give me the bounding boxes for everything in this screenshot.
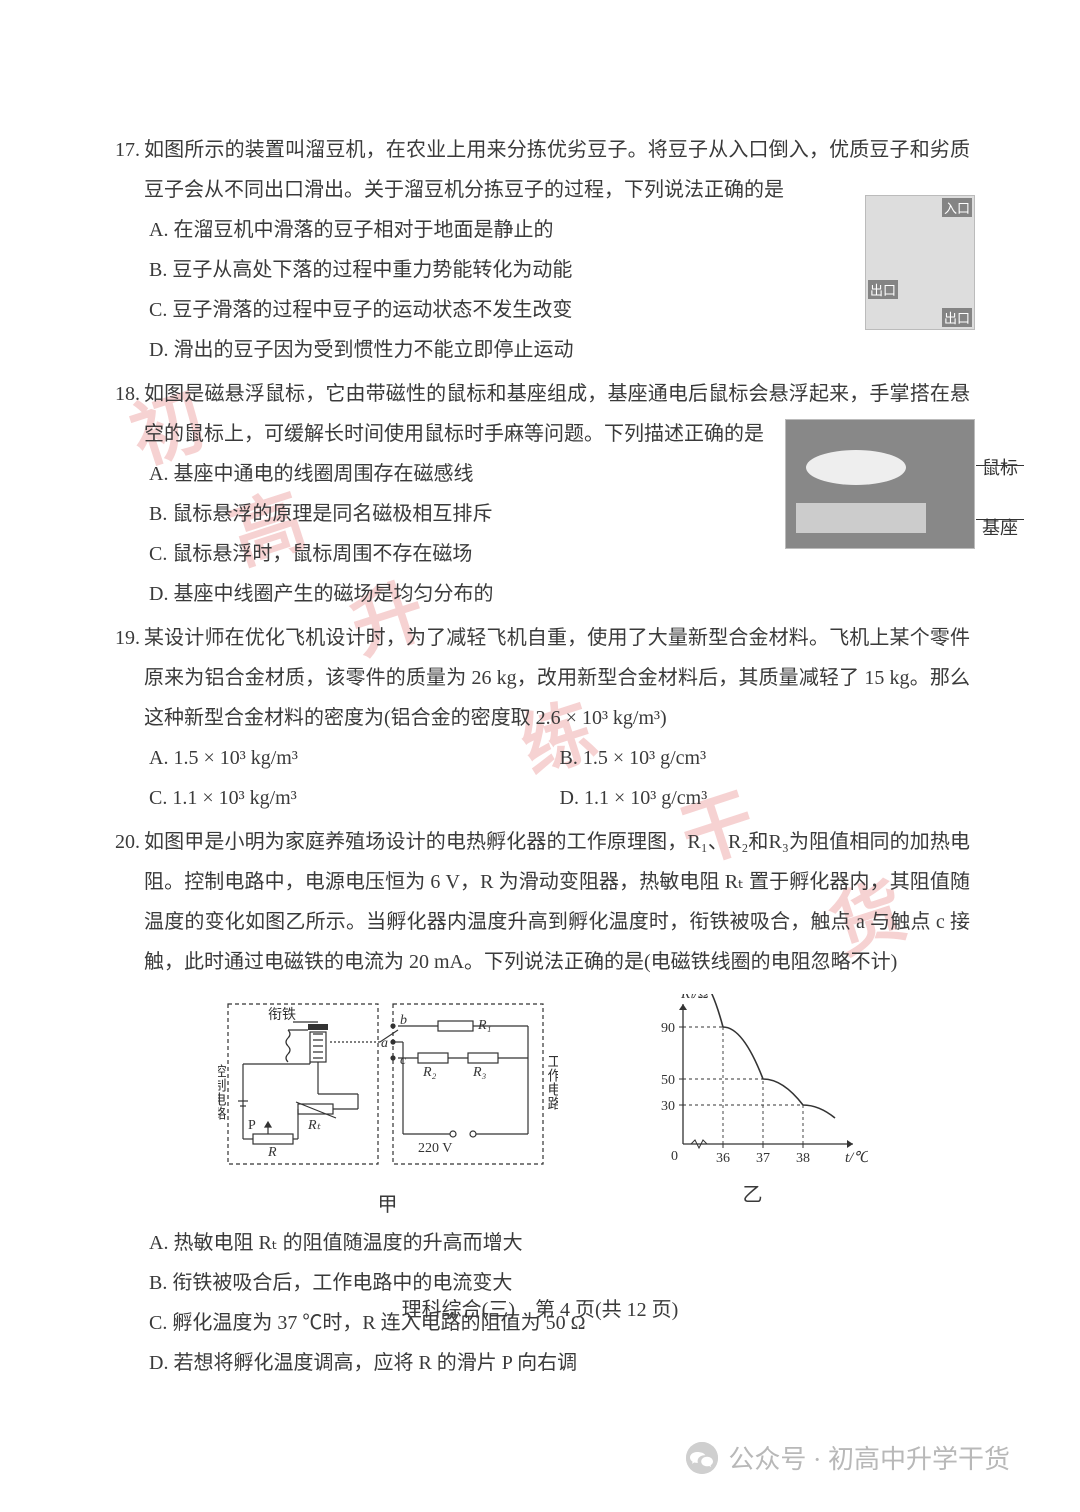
q19-option-a: A. 1.5 × 10³ kg/m³	[149, 738, 560, 778]
svg-text:工作电路: 工作电路	[545, 1054, 558, 1110]
q20-graph: 30 50 90 36 37 38 Rₜ/Ω t/℃ 0	[638, 994, 868, 1174]
q17-label-out1: 出口	[868, 280, 898, 299]
question-18: 18. 如图是磁悬浮鼠标，它由带磁性的鼠标和基座组成，基座通电后鼠标会悬浮起来，…	[115, 374, 970, 614]
q20-diagrams: 控制电路 工作电路 衔铁	[115, 994, 970, 1217]
exam-page: 初 高 升 练 干 货 17. 如图所示的装置叫溜豆机，在农业上用来分拣优劣豆子…	[0, 0, 1080, 1512]
q19-options: A. 1.5 × 10³ kg/m³ B. 1.5 × 10³ g/cm³ C.…	[115, 738, 970, 818]
q17-option-c: C. 豆子滑落的过程中豆子的运动状态不发生改变	[149, 290, 970, 330]
q19-option-d: D. 1.1 × 10³ g/cm³	[560, 778, 971, 818]
q19-option-c: C. 1.1 × 10³ kg/m³	[149, 778, 560, 818]
q17-stem: 如图所示的装置叫溜豆机，在农业上用来分拣优劣豆子。将豆子从入口倒入，优质豆子和劣…	[144, 130, 970, 210]
q17-option-b: B. 豆子从高处下落的过程中重力势能转化为动能	[149, 250, 970, 290]
svg-text:a: a	[381, 1036, 388, 1051]
wechat-icon	[686, 1442, 718, 1474]
q20-circuit-diagram: 控制电路 工作电路 衔铁	[218, 994, 558, 1184]
q19-option-b: B. 1.5 × 10³ g/cm³	[560, 738, 971, 778]
q17-option-d: D. 滑出的豆子因为受到惯性力不能立即停止运动	[149, 330, 970, 370]
svg-text:50: 50	[661, 1073, 675, 1088]
q19-stem: 某设计师在优化飞机设计时，为了减轻飞机自重，使用了大量新型合金材料。飞机上某个零…	[144, 618, 970, 738]
q20-circuit-caption: 甲	[218, 1188, 558, 1217]
q19-number: 19.	[115, 618, 144, 738]
svg-text:30: 30	[661, 1099, 675, 1114]
svg-text:36: 36	[716, 1151, 730, 1166]
svg-text:37: 37	[756, 1151, 770, 1166]
svg-text:P: P	[248, 1118, 256, 1133]
q18-number: 18.	[115, 374, 144, 454]
question-17: 17. 如图所示的装置叫溜豆机，在农业上用来分拣优劣豆子。将豆子从入口倒入，优质…	[115, 130, 970, 370]
svg-text:38: 38	[796, 1151, 810, 1166]
page-footer: 理科综合(三) 第 4 页(共 12 页)	[0, 1293, 1080, 1322]
svg-text:Rₜ: Rₜ	[307, 1118, 322, 1133]
q17-label-out2: 出口	[942, 308, 972, 327]
q18-label-mouse: 鼠标	[982, 454, 1018, 480]
q17-figure: 入口 出口 出口	[865, 195, 975, 330]
svg-text:R₃: R₃	[472, 1065, 487, 1080]
q20-graph-caption: 乙	[638, 1178, 868, 1207]
question-19: 19. 某设计师在优化飞机设计时，为了减轻飞机自重，使用了大量新型合金材料。飞机…	[115, 618, 970, 818]
svg-text:衔铁: 衔铁	[268, 1007, 296, 1023]
svg-text:R: R	[267, 1145, 277, 1160]
q20-number: 20.	[115, 822, 144, 982]
svg-text:0: 0	[671, 1149, 678, 1164]
svg-text:220 V: 220 V	[418, 1141, 452, 1156]
q20-option-d: D. 若想将孵化温度调高，应将 R 的滑片 P 向右调	[149, 1343, 970, 1383]
q18-option-d: D. 基座中线圈产生的磁场是均匀分布的	[149, 574, 970, 614]
q20-stem: 如图甲是小明为家庭养殖场设计的电热孵化器的工作原理图，R₁、R₂和R₃为阻值相同…	[144, 822, 970, 982]
svg-text:控制电路: 控制电路	[218, 1064, 227, 1120]
q20-option-a: A. 热敏电阻 Rₜ 的阻值随温度的升高而增大	[149, 1223, 970, 1263]
q17-number: 17.	[115, 130, 144, 210]
q18-label-base: 基座	[982, 514, 1018, 540]
svg-text:R₂: R₂	[422, 1065, 437, 1080]
wechat-watermark: 公众号 · 初高中升学干货	[686, 1439, 1010, 1476]
q17-option-a: A. 在溜豆机中滑落的豆子相对于地面是静止的	[149, 210, 970, 250]
q17-label-in: 入口	[942, 198, 972, 217]
svg-text:t/℃: t/℃	[845, 1150, 868, 1166]
svg-text:Rₜ/Ω: Rₜ/Ω	[680, 994, 709, 1002]
q17-options: A. 在溜豆机中滑落的豆子相对于地面是静止的 B. 豆子从高处下落的过程中重力势…	[115, 210, 970, 370]
svg-text:90: 90	[661, 1021, 675, 1036]
wechat-text: 公众号 · 初高中升学干货	[728, 1439, 1010, 1476]
q18-figure	[785, 419, 975, 549]
